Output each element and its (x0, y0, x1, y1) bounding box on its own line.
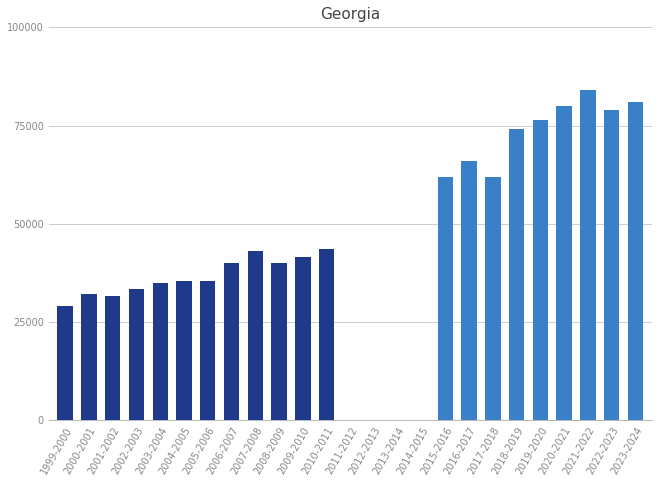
Bar (509, 129, 525, 420)
Bar (152, 283, 168, 420)
Bar (438, 177, 453, 420)
Bar (129, 288, 144, 420)
Bar (105, 297, 121, 420)
Bar (248, 251, 263, 420)
Bar (604, 110, 619, 420)
Bar (295, 257, 310, 420)
Bar (461, 161, 477, 420)
Bar (81, 295, 97, 420)
Bar (485, 177, 501, 420)
Bar (57, 306, 73, 420)
Bar (272, 263, 287, 420)
Bar (580, 90, 596, 420)
Bar (556, 106, 572, 420)
Title: Georgia: Georgia (320, 7, 380, 22)
Bar (532, 120, 548, 420)
Bar (176, 281, 192, 420)
Bar (224, 263, 239, 420)
Bar (628, 102, 643, 420)
Bar (319, 249, 334, 420)
Bar (200, 281, 215, 420)
